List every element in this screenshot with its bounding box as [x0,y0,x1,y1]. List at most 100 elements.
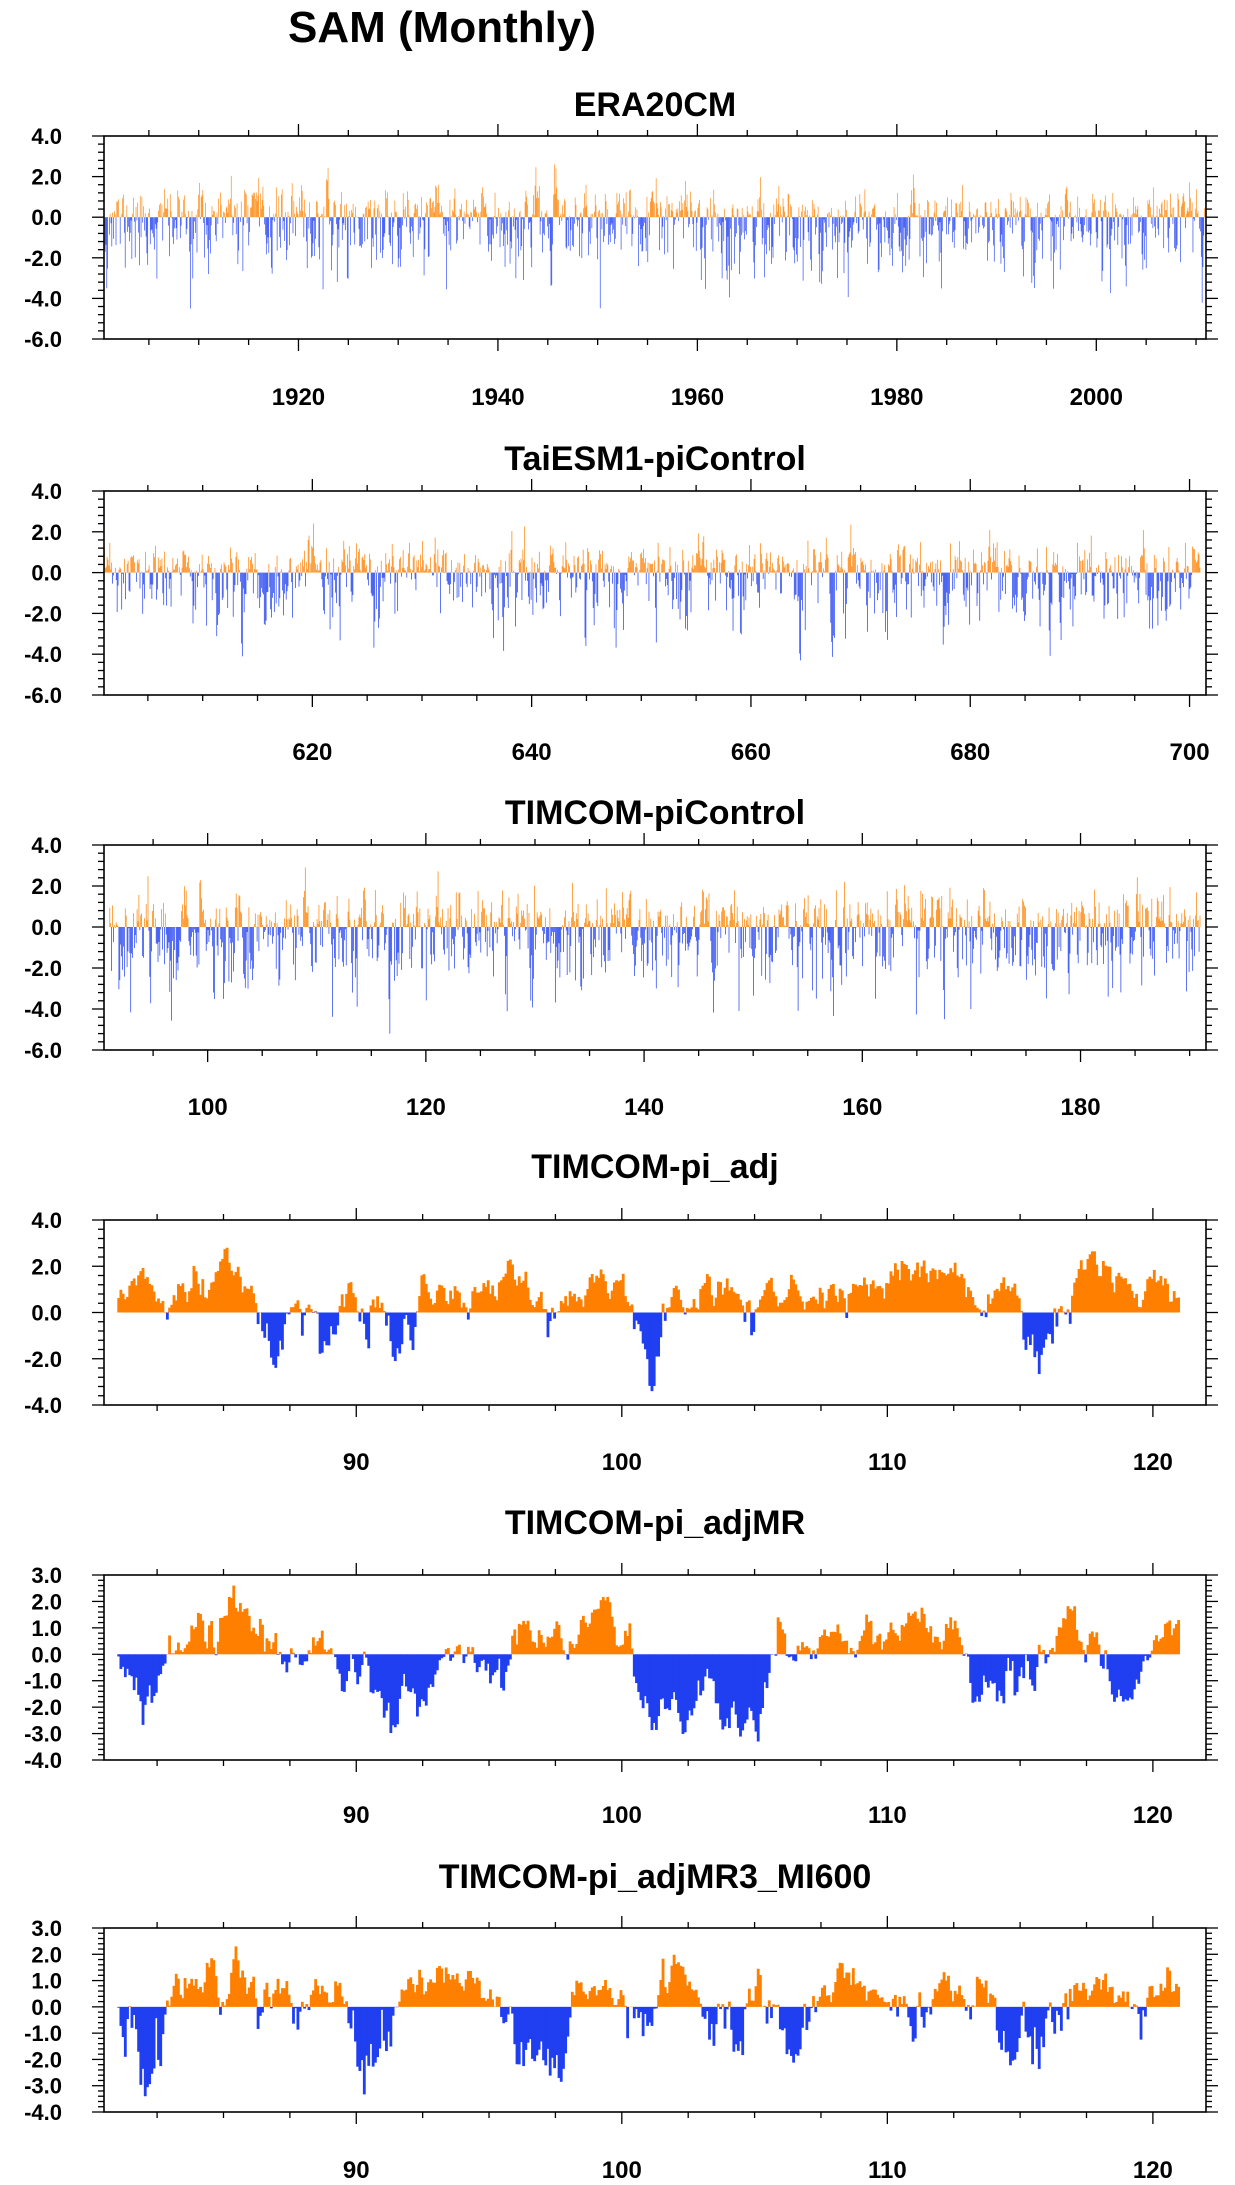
negative-bar [216,572,218,637]
negative-bar [535,927,537,935]
positive-bar [250,1285,253,1313]
positive-bar [624,203,625,218]
positive-bar [1037,1644,1041,1655]
positive-bar [167,567,168,573]
positive-bar [958,1637,961,1655]
positive-bar [250,207,251,218]
positive-bar [796,1290,800,1313]
negative-bar [1021,572,1023,600]
positive-bar [546,210,548,218]
positive-bar [467,214,469,218]
positive-bar [493,1296,497,1313]
positive-bar [517,893,519,927]
positive-bar [953,1262,957,1313]
positive-bar [732,913,733,927]
negative-bar [1059,572,1061,623]
positive-bar [922,1260,926,1313]
negative-bar [970,217,972,221]
negative-bar [179,217,181,239]
positive-bar [880,1649,884,1655]
negative-bar [151,217,153,230]
positive-bar [123,194,124,218]
positive-bar [716,549,717,573]
negative-bar [284,217,285,241]
positive-bar [855,196,856,218]
positive-bar [776,570,778,573]
positive-bar [199,1614,202,1655]
positive-bar [296,1300,300,1313]
negative-bar [927,927,929,959]
positive-bar [241,1292,245,1313]
negative-bar [935,927,936,946]
negative-bar [683,1312,687,1315]
positive-bar [395,211,396,218]
positive-bar [1027,199,1028,218]
negative-bar [972,927,974,964]
negative-bar [603,927,604,956]
positive-bar [430,557,431,573]
positive-bar [1008,214,1010,218]
negative-bar [170,927,172,961]
positive-bar [840,567,842,573]
positive-bar [919,542,921,573]
negative-bar [318,217,320,248]
positive-bar [940,1272,944,1313]
positive-bar [970,571,971,573]
positive-bar [590,1274,594,1313]
x-tick-label: 120 [406,1094,446,1121]
positive-bar [1105,914,1107,927]
negative-bar [1060,927,1062,952]
positive-bar [389,559,390,573]
positive-bar [227,212,229,218]
positive-bar [1188,211,1190,218]
negative-bar [152,217,154,234]
positive-bar [909,1280,913,1313]
negative-bar [496,927,498,944]
positive-bar [281,569,282,573]
negative-bar [512,927,513,937]
negative-bar [462,217,464,240]
positive-bar [902,1263,906,1313]
positive-bar [223,1615,227,1655]
positive-bar [360,917,362,927]
negative-bar [128,572,130,591]
negative-bar [1161,572,1162,611]
negative-bar [1182,572,1183,584]
positive-bar [898,544,899,573]
positive-bar [700,912,702,927]
negative-bar [581,217,583,258]
negative-bar [877,572,879,594]
positive-bar [1187,919,1189,927]
positive-bar [1016,212,1018,218]
positive-bar [1007,566,1009,573]
positive-bar [239,896,241,927]
negative-bar [727,572,728,577]
positive-bar [231,562,233,573]
positive-bar [936,1636,939,1655]
negative-bar [1198,927,1200,952]
negative-bar [1167,572,1169,582]
positive-bar [354,1297,357,1313]
positive-bar [968,201,970,218]
positive-bar [849,1292,853,1313]
positive-bar [1011,565,1013,573]
positive-bar [500,1280,503,1313]
positive-bar [1009,549,1011,573]
positive-bar [312,547,314,573]
positive-bar [1073,1606,1077,1655]
negative-bar [284,572,285,594]
positive-bar [341,559,343,573]
positive-bar [545,213,547,218]
negative-bar [244,572,246,594]
positive-bar [310,563,312,573]
positive-bar [147,876,149,927]
positive-bar [404,907,405,927]
positive-bar [363,890,364,927]
positive-bar [426,202,427,218]
negative-bar [525,572,526,581]
positive-bar [218,923,220,927]
positive-bar [756,1307,760,1313]
positive-bar [309,1652,313,1655]
negative-bar [1093,572,1095,602]
